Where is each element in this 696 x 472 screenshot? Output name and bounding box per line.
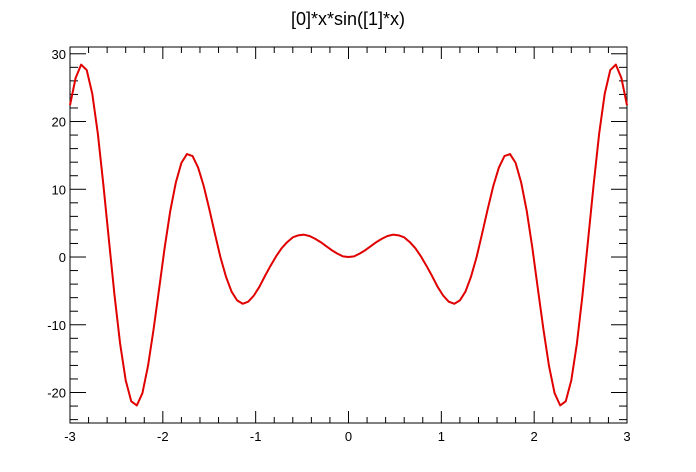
y-tick-label: 0	[59, 250, 66, 265]
y-tick-label: -20	[47, 386, 66, 401]
x-tick-label: 3	[623, 429, 630, 444]
x-tick-label: 0	[345, 429, 352, 444]
y-tick-label: 30	[52, 47, 66, 62]
y-tick-label: -10	[47, 318, 66, 333]
y-tick-label: 20	[52, 115, 66, 130]
x-tick-label: -1	[250, 429, 262, 444]
plot-frame	[69, 46, 628, 424]
chart-title: [0]*x*sin([1]*x)	[291, 9, 405, 29]
x-tick-label: -3	[64, 429, 76, 444]
y-tick-label: 10	[52, 182, 66, 197]
x-axis: -3 -2 -1 0 1 2 3	[64, 47, 631, 444]
x-tick-label: -2	[157, 429, 169, 444]
x-tick-label: 1	[438, 429, 445, 444]
x-tick-label: 2	[531, 429, 538, 444]
y-axis: -20 -10 0 10 20 30	[47, 47, 627, 421]
series-line	[69, 63, 628, 407]
plot-area	[69, 63, 628, 407]
